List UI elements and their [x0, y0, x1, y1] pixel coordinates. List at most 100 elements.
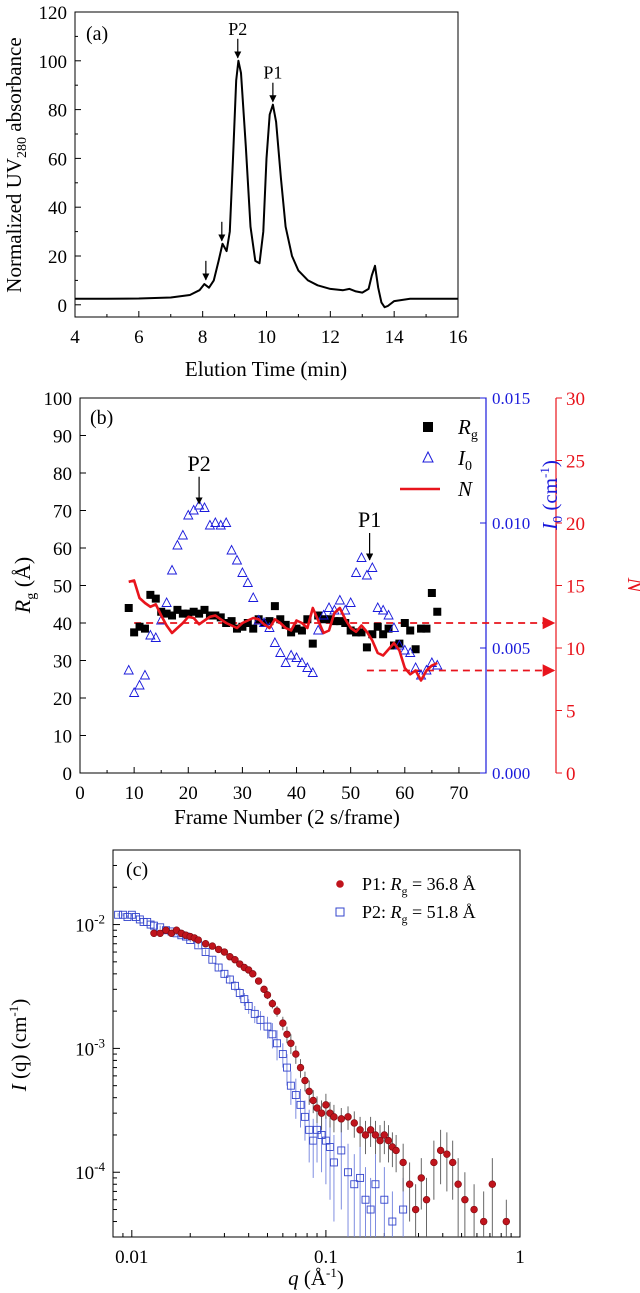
b-i0-point: [242, 577, 254, 587]
c-p1-point: [380, 1131, 389, 1139]
c-p2-point: [317, 1131, 326, 1139]
b-left-ytick-label: 90: [53, 427, 72, 448]
c-p2-point: [291, 1091, 300, 1100]
a-annotation-label-1: P1: [263, 63, 282, 83]
b-xtick-label: 20: [179, 783, 198, 804]
b-i0-point: [275, 647, 286, 657]
panel-b: 0 10 20 30 40 50 60 7001020304050607080901000.0…: [10, 389, 640, 829]
b-rg-point: [335, 617, 344, 626]
c-legend-label-0: P1: Rg = 36.8 Å: [362, 874, 476, 898]
b-series-n-line: [128, 579, 438, 682]
panel-b-right1-ylabel: I0 (cm-1): [537, 460, 566, 531]
c-p1-point: [268, 999, 277, 1008]
b-i0-point: [123, 664, 134, 675]
b-i0-point: [307, 667, 319, 677]
b-left-ytick-label: 70: [53, 502, 72, 523]
b-left-ytick-label: 50: [53, 577, 72, 598]
c-p2-point: [361, 1195, 370, 1204]
b-rg-point: [238, 622, 247, 631]
b-rg-point: [287, 628, 296, 637]
c-p1-point: [361, 1131, 370, 1139]
c-p1-point: [350, 1119, 358, 1127]
b-rg-point: [308, 639, 317, 648]
b-rg-point: [330, 617, 339, 626]
c-p2-point: [321, 1136, 330, 1145]
c-p1-point: [317, 1109, 326, 1117]
c-p1-point: [470, 1205, 478, 1214]
c-p2-point: [296, 1100, 305, 1109]
b-right2-ytick-label: 0: [566, 764, 576, 785]
b-rg-point: [140, 624, 149, 633]
b-xtick-label: 50: [341, 783, 360, 804]
b-i0-point: [220, 517, 232, 527]
panel-a-xlabel: Elution Time (min): [185, 357, 347, 381]
b-rg-point: [373, 622, 382, 631]
b-rg-point: [427, 589, 436, 597]
c-p1-point: [344, 1113, 352, 1121]
c-p1-point: [322, 1101, 330, 1109]
a-series-line-0: [75, 59, 458, 309]
b-left-ytick-label: 100: [44, 389, 73, 410]
b-left-ytick-label: 80: [53, 464, 72, 485]
b-i0-point: [334, 594, 346, 605]
c-p1-point: [411, 1205, 420, 1214]
panel-b-left-ylabel: Rg (Å): [10, 557, 39, 615]
panel-b-right2-ylabel: N: [623, 577, 640, 594]
b-left-ytick-label: 10: [53, 727, 72, 748]
b-rg-point: [357, 628, 366, 637]
b-rg-point: [124, 604, 133, 612]
b-i0-point: [367, 562, 378, 572]
panel-b-xlabel: Frame Number (2 s/frame): [174, 805, 400, 829]
c-p1-point: [502, 1217, 511, 1226]
c-p1-point: [337, 1115, 345, 1123]
b-rg-point: [265, 617, 274, 626]
c-p1-point: [263, 991, 272, 999]
a-ytick-label: 80: [48, 101, 67, 122]
b-i0-point: [247, 592, 259, 602]
panel-c: 0.01 0.1 1 10-4 10-3 10-2 (c) q (Å-1) I (q) (…: [6, 849, 525, 1290]
c-p2-point: [220, 969, 229, 978]
b-rg-point: [157, 607, 166, 616]
c-p2-point: [123, 913, 132, 921]
b-right1-ytick-label: 0.005: [492, 639, 530, 658]
panel-c-frame: [112, 849, 521, 1238]
b-i0-point: [134, 679, 145, 690]
b-right2-ytick-label: 15: [566, 577, 585, 598]
b-rg-point: [362, 643, 371, 652]
b-rg-point: [216, 613, 225, 622]
a-xtick-label: 10: [257, 327, 276, 348]
c-p2-point: [244, 1002, 253, 1010]
b-rg-point: [395, 639, 404, 648]
panel-b-frame: [79, 397, 487, 774]
b-rg-point: [417, 624, 426, 633]
c-p1-point: [430, 1158, 438, 1167]
panel-c-label: (c): [126, 859, 148, 881]
b-rg-point: [341, 619, 350, 627]
a-ytick-label: 60: [48, 149, 67, 170]
b-i0-point: [388, 622, 400, 632]
c-p2-point: [201, 948, 210, 956]
b-right1-ytick-label: 0.010: [492, 514, 530, 533]
b-legend-marker-rg: [423, 422, 433, 432]
b-rg-point: [368, 630, 377, 639]
b-rg-point: [189, 607, 198, 616]
b-xtick-label: 0: [75, 783, 85, 804]
a-ytick-label: 40: [48, 198, 67, 219]
a-annotation-label-0: P2: [228, 19, 247, 39]
c-p2-point: [208, 955, 217, 964]
c-p1-point: [156, 929, 164, 938]
c-p1-point: [443, 1150, 451, 1158]
b-i0-point: [312, 624, 324, 635]
c-p2-point: [278, 1050, 287, 1059]
c-legend-marker-p2: [335, 907, 345, 917]
c-p2-point: [263, 1022, 272, 1031]
c-p2-point: [256, 1015, 265, 1024]
b-i0-point: [302, 662, 313, 672]
c-p2-point: [240, 995, 249, 1004]
b-right1-ytick-label: 0.015: [492, 389, 530, 408]
b-right2-ytick-label: 30: [566, 389, 585, 410]
b-right2-ytick-label: 25: [566, 452, 585, 473]
c-p1-point: [296, 1063, 305, 1072]
b-right1-ytick-label: 0.000: [492, 764, 530, 783]
b-i0-point: [356, 552, 367, 562]
